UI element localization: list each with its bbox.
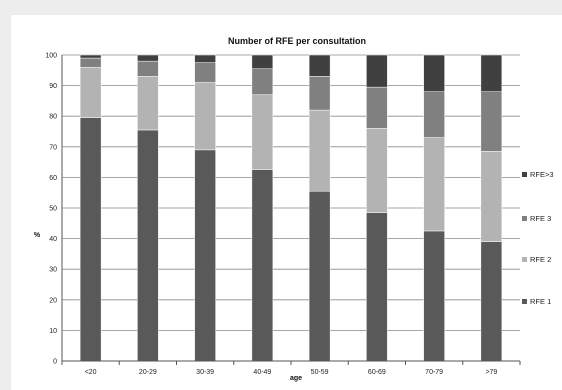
y-tick-label: 70: [49, 144, 57, 151]
bar-segment-rfe-1-5: [366, 212, 388, 362]
y-tick-label: 0: [53, 359, 57, 366]
bar-segment-rfe-1-0: [79, 117, 102, 362]
bar-segment-rfe-1-4: [308, 190, 331, 362]
stacked-bar-chart: Number of RFE per consultation 0 10 20 30 40…: [34, 36, 554, 382]
x-tick-label: 50-59: [311, 369, 329, 376]
bar-segment-rfe-1-3: [251, 169, 274, 362]
x-tick-label: <20: [85, 369, 97, 376]
bar-segment-rfe-1-7: [480, 241, 503, 362]
bar-segment-rfe-3-0: [79, 57, 102, 68]
y-tick-label: 10: [49, 328, 57, 335]
legend-swatch: [522, 216, 527, 221]
bar-segment-rfe-3-4: [308, 76, 331, 111]
y-axis-label: %: [34, 232, 41, 239]
bar-segment-rfe-1-6: [423, 230, 445, 362]
bar-segment-rfe-3-3: [251, 68, 274, 96]
bar-segment-rfe-3-1: [137, 54, 159, 62]
bar-segment-rfe-3-6: [423, 91, 445, 138]
bar-segment-rfe-3-5: [366, 54, 388, 88]
bar-segment-rfe-2-5: [366, 128, 388, 213]
y-tick-label: 60: [49, 175, 57, 182]
y-tick-label: 30: [49, 267, 57, 274]
bar-segment-rfe-3-0: [79, 54, 102, 59]
bar-segment-rfe-1-2: [194, 149, 216, 362]
y-tick-label: 40: [49, 236, 57, 243]
chart-title: Number of RFE per consultation: [228, 36, 366, 46]
legend-swatch: [522, 257, 527, 262]
y-tick-label: 50: [49, 206, 57, 213]
y-tick-label: 100: [45, 53, 57, 60]
y-tick-label: 90: [49, 83, 57, 90]
x-tick-label: 70-79: [425, 369, 443, 376]
x-tick-label: 40-49: [253, 369, 271, 376]
bar-segment-rfe-3-2: [194, 62, 216, 83]
bar-segment-rfe-2-1: [137, 76, 159, 131]
chart-panel: Number of RFE per consultation 0 10 20 30 40…: [11, 15, 562, 390]
bar-segment-rfe-3-3: [251, 54, 274, 70]
x-tick-label: 60-69: [368, 369, 386, 376]
bar-segment-rfe-3-7: [480, 54, 503, 92]
bar-segment-rfe-2-6: [423, 137, 445, 232]
bar-segment-rfe-3-5: [366, 86, 388, 129]
gridlines: [62, 54, 520, 362]
x-axis-label: age: [290, 375, 302, 382]
bar-segment-rfe-3-1: [137, 60, 159, 77]
x-tick-label: >79: [485, 369, 497, 376]
bar-segment-rfe-3-4: [308, 54, 331, 77]
legend-swatch: [522, 299, 527, 304]
y-tick-label: 20: [49, 297, 57, 304]
x-tick-label: 20-29: [139, 369, 157, 376]
bar-segment-rfe-3-6: [423, 54, 445, 92]
bar-segment-rfe-2-3: [251, 94, 274, 170]
bar-segment-rfe-3-7: [480, 91, 503, 152]
legend-label: RFE 3: [530, 214, 551, 223]
bar-segment-rfe-2-7: [480, 151, 503, 242]
axes: 0 10 20 30 40 50 60 70 80 90 100 <20 20-29 30-39 40-49…: [45, 53, 521, 376]
bar-segment-rfe-2-0: [79, 66, 102, 118]
bar-segment-rfe-2-2: [194, 82, 216, 151]
legend-label: RFE>3: [530, 170, 554, 179]
legend-swatch: [522, 172, 527, 177]
bars: [79, 54, 503, 362]
x-tick-label: 30-39: [196, 369, 214, 376]
bar-segment-rfe-1-1: [137, 129, 159, 362]
y-tick-label: 80: [49, 114, 57, 121]
legend-label: RFE 1: [530, 297, 551, 306]
bar-segment-rfe-3-2: [194, 54, 216, 63]
legend: RFE>3 RFE 3 RFE 2 RFE 1: [522, 170, 554, 306]
bar-segment-rfe-2-4: [308, 109, 331, 192]
legend-label: RFE 2: [530, 255, 551, 264]
